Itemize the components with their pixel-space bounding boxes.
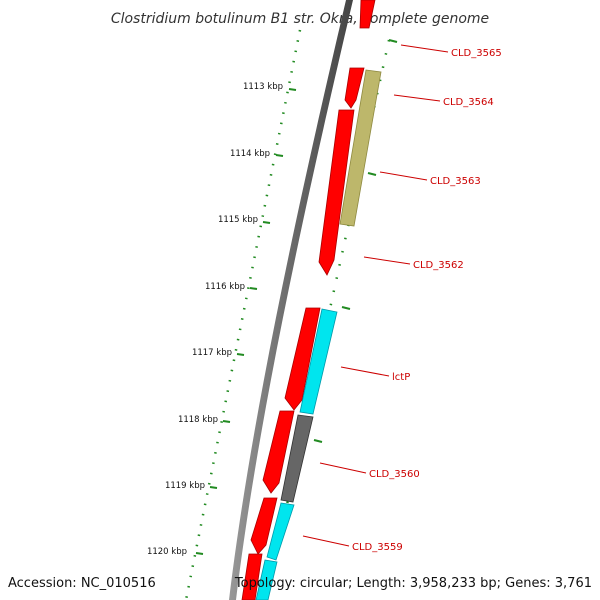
accession-text: Accession: NC_010516	[8, 576, 156, 591]
tick-label: 1118 kbp	[178, 415, 218, 425]
gene-label: lctP	[392, 372, 410, 383]
tick-ring	[184, 29, 302, 600]
tick-label: 1114 kbp	[230, 149, 270, 159]
gene-label: CLD_3563	[430, 176, 481, 187]
cds-feature	[262, 410, 295, 494]
gene-feature-cyan	[299, 308, 338, 415]
gene-label: CLD_3564	[443, 97, 494, 108]
cds-feature	[359, 0, 376, 29]
cds-feature	[250, 497, 278, 555]
gene-label: CLD_3560	[369, 469, 420, 480]
genome-backbone	[229, 0, 353, 600]
cds-feature	[318, 109, 355, 276]
label-leaders	[302, 44, 449, 547]
cds-feature	[241, 553, 263, 600]
inner-dashes	[313, 39, 398, 443]
cds-feature	[344, 67, 365, 109]
cds-feature	[284, 307, 321, 411]
gene-label: CLD_3565	[451, 48, 502, 59]
map-title: Clostridium botulinum B1 str. Okra, comp…	[111, 11, 489, 27]
tick-label: 1116 kbp	[205, 282, 245, 292]
gene-label: CLD_3559	[352, 542, 403, 553]
tick-label: 1113 kbp	[243, 82, 283, 92]
gene-feature-grey	[280, 414, 314, 503]
gene-feature-cyan	[266, 502, 295, 561]
genome-summary: Topology: circular; Length: 3,958,233 bp…	[234, 576, 592, 591]
cds-features	[241, 0, 376, 600]
tick-label: 1120 kbp	[147, 547, 187, 557]
gene-labels: CLD_3565 CLD_3564 CLD_3563 CLD_3562 lctP…	[352, 48, 502, 553]
gene-feature-khaki	[339, 69, 382, 227]
tick-label: 1115 kbp	[218, 215, 258, 225]
gene-feature-cyan	[255, 559, 278, 600]
kbp-ticks: 1113 kbp 1114 kbp 1115 kbp 1116 kbp 1117…	[147, 82, 297, 557]
gene-label: CLD_3562	[413, 260, 464, 271]
tick-label: 1117 kbp	[192, 348, 232, 358]
tick-label: 1119 kbp	[165, 481, 205, 491]
